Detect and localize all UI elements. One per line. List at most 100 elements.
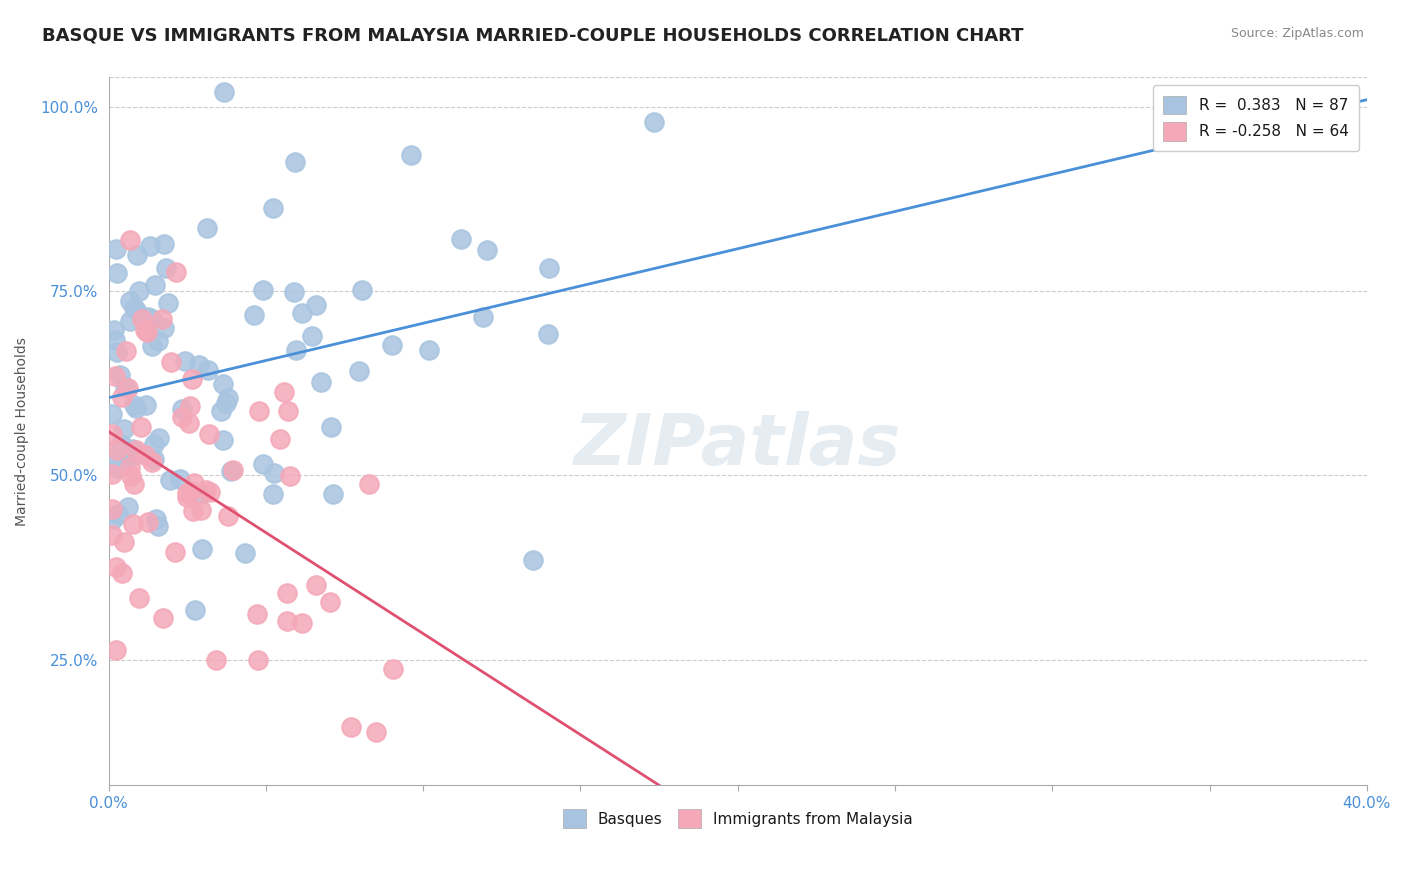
- Point: [233, 546, 256, 560]
- Text: Source: ZipAtlas.com: Source: ZipAtlas.com: [1230, 27, 1364, 40]
- Point: [146, 519, 169, 533]
- Point: [120, 234, 142, 248]
- Point: [180, 372, 202, 386]
- Point: [242, 308, 264, 322]
- Point: [125, 401, 148, 415]
- Point: [136, 516, 159, 530]
- Point: [276, 614, 298, 628]
- Point: [188, 358, 211, 372]
- Point: [150, 312, 173, 326]
- Point: [643, 115, 665, 129]
- Point: [339, 720, 361, 734]
- Point: [197, 363, 219, 377]
- Point: [283, 285, 305, 299]
- Point: [291, 306, 314, 320]
- Point: [522, 553, 544, 567]
- Point: [159, 474, 181, 488]
- Y-axis label: Married-couple Households: Married-couple Households: [15, 337, 30, 525]
- Point: [114, 380, 136, 394]
- Point: [104, 368, 127, 383]
- Point: [118, 314, 141, 328]
- Point: [537, 327, 560, 342]
- Point: [143, 452, 166, 467]
- Text: BASQUE VS IMMIGRANTS FROM MALAYSIA MARRIED-COUPLE HOUSEHOLDS CORRELATION CHART: BASQUE VS IMMIGRANTS FROM MALAYSIA MARRI…: [42, 27, 1024, 45]
- Point: [181, 504, 204, 518]
- Point: [153, 236, 176, 251]
- Point: [183, 603, 205, 617]
- Point: [100, 427, 122, 442]
- Point: [125, 248, 148, 262]
- Point: [100, 501, 122, 516]
- Point: [174, 354, 197, 368]
- Point: [105, 345, 128, 359]
- Point: [252, 457, 274, 471]
- Point: [100, 467, 122, 482]
- Point: [165, 265, 187, 279]
- Point: [212, 433, 235, 447]
- Point: [246, 607, 269, 621]
- Point: [252, 283, 274, 297]
- Point: [305, 298, 328, 312]
- Point: [278, 469, 301, 483]
- Point: [122, 301, 145, 315]
- Point: [155, 261, 177, 276]
- Point: [399, 147, 422, 161]
- Point: [125, 442, 148, 457]
- Point: [262, 487, 284, 501]
- Point: [247, 404, 270, 418]
- Point: [145, 277, 167, 292]
- Point: [212, 377, 235, 392]
- Point: [180, 483, 202, 498]
- Point: [309, 375, 332, 389]
- Point: [215, 396, 238, 410]
- Legend: Basques, Immigrants from Malaysia: Basques, Immigrants from Malaysia: [557, 803, 918, 834]
- Point: [117, 381, 139, 395]
- Point: [284, 155, 307, 169]
- Point: [129, 420, 152, 434]
- Point: [276, 585, 298, 599]
- Point: [179, 416, 201, 430]
- Point: [120, 469, 142, 483]
- Point: [156, 296, 179, 310]
- Point: [146, 334, 169, 348]
- Point: [124, 476, 146, 491]
- Point: [101, 512, 124, 526]
- Point: [200, 485, 222, 500]
- Point: [350, 283, 373, 297]
- Point: [176, 490, 198, 504]
- Point: [143, 437, 166, 451]
- Point: [107, 460, 129, 475]
- Point: [128, 591, 150, 605]
- Point: [105, 266, 128, 280]
- Point: [183, 476, 205, 491]
- Point: [121, 442, 143, 456]
- Point: [139, 239, 162, 253]
- Point: [191, 541, 214, 556]
- Point: [117, 500, 139, 515]
- Point: [190, 486, 212, 500]
- Point: [538, 260, 561, 275]
- Point: [100, 408, 122, 422]
- Point: [285, 343, 308, 357]
- Point: [169, 472, 191, 486]
- Point: [322, 487, 344, 501]
- Point: [212, 85, 235, 99]
- Point: [135, 398, 157, 412]
- Point: [105, 560, 128, 574]
- Point: [347, 364, 370, 378]
- Point: [100, 452, 122, 467]
- Point: [110, 437, 132, 451]
- Point: [263, 466, 285, 480]
- Point: [319, 595, 342, 609]
- Point: [107, 508, 129, 522]
- Point: [141, 339, 163, 353]
- Text: ZIPatlas: ZIPatlas: [574, 411, 901, 480]
- Point: [125, 303, 148, 318]
- Point: [145, 511, 167, 525]
- Point: [114, 344, 136, 359]
- Point: [103, 333, 125, 347]
- Point: [138, 310, 160, 324]
- Point: [128, 284, 150, 298]
- Point: [471, 310, 494, 324]
- Point: [105, 642, 128, 657]
